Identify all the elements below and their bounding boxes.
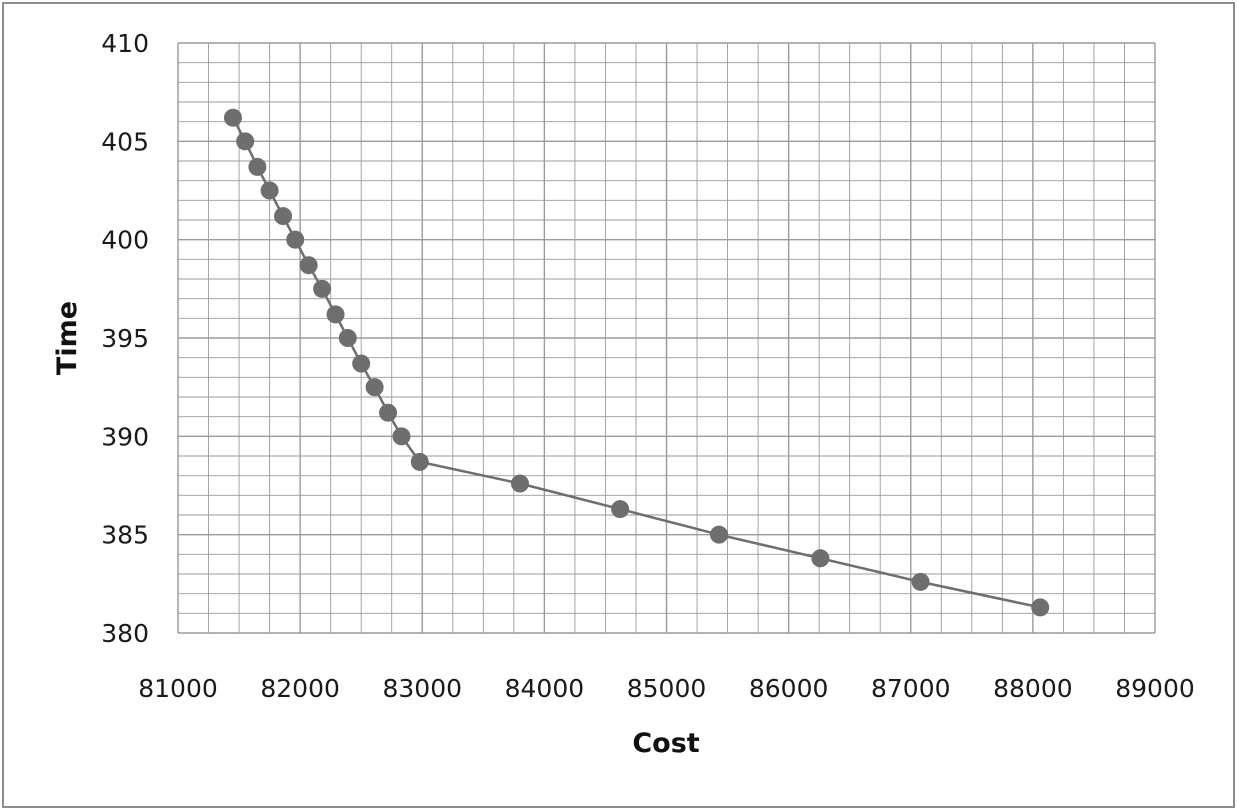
x-tick-label: 81000 <box>138 674 218 703</box>
x-tick-label: 84000 <box>505 674 585 703</box>
data-point <box>338 329 357 347</box>
x-tick-label: 83000 <box>382 674 462 703</box>
grid <box>177 42 1156 634</box>
data-point <box>710 525 729 544</box>
data-point <box>611 500 630 519</box>
y-tick-label: 400 <box>101 226 149 255</box>
data-point <box>379 403 398 422</box>
data-point <box>811 549 830 568</box>
tick-labels: 81000 82000 83000 84000 85000 86000 87000 88000… <box>101 29 1194 703</box>
data-series <box>223 108 1050 617</box>
x-tick-label: 86000 <box>749 674 829 703</box>
data-point <box>911 572 930 591</box>
data-point <box>352 354 371 373</box>
y-tick-label: 385 <box>101 521 149 550</box>
data-point <box>236 132 255 151</box>
data-point <box>299 256 318 275</box>
data-point <box>248 157 267 176</box>
x-tick-label: 87000 <box>871 674 951 703</box>
y-tick-label: 410 <box>101 29 149 58</box>
x-tick-label: 88000 <box>993 674 1073 703</box>
y-axis-title: Time <box>52 301 83 375</box>
x-tick-label: 85000 <box>627 674 707 703</box>
data-point <box>286 230 305 249</box>
data-point <box>223 108 242 127</box>
data-point <box>274 207 293 226</box>
x-tick-label: 89000 <box>1115 674 1195 703</box>
data-point <box>326 305 345 324</box>
y-tick-label: 405 <box>101 127 149 156</box>
y-tick-label: 390 <box>101 422 149 451</box>
data-point <box>392 427 411 446</box>
x-tick-label: 82000 <box>260 674 340 703</box>
y-tick-label: 395 <box>101 324 149 353</box>
x-axis-title: Cost <box>632 728 699 759</box>
data-point <box>313 279 332 298</box>
data-point <box>410 452 429 471</box>
y-tick-label: 380 <box>101 619 149 648</box>
data-point <box>365 378 384 397</box>
data-point <box>1031 598 1050 617</box>
data-point <box>260 181 279 200</box>
data-point <box>510 474 529 493</box>
